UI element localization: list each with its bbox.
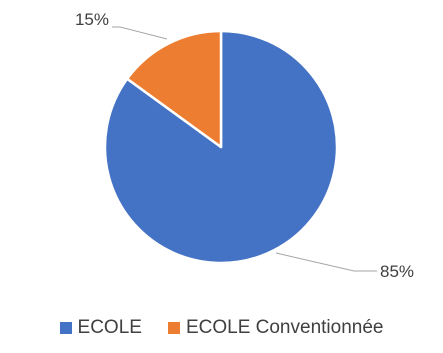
- pie-slice-ecole-conventionnee: [125, 29, 223, 149]
- legend-item-ecole: ECOLE: [59, 317, 142, 339]
- leader-line-1: [112, 26, 168, 40]
- legend-label-ecole-conventionnee: ECOLE Conventionnée: [185, 317, 384, 338]
- pie-plot-area: 85% 15%: [75, 10, 414, 281]
- legend: ECOLE ECOLE Conventionnée: [0, 311, 443, 345]
- legend-swatch-ecole: [59, 322, 72, 334]
- data-label-0: 85%: [380, 262, 414, 281]
- leader-line-0: [275, 252, 377, 272]
- data-label-1: 15%: [75, 10, 109, 29]
- legend-swatch-ecole-conventionnee: [167, 322, 180, 334]
- legend-label-ecole: ECOLE: [77, 317, 142, 338]
- legend-item-ecole-conventionnee: ECOLE Conventionnée: [167, 317, 384, 339]
